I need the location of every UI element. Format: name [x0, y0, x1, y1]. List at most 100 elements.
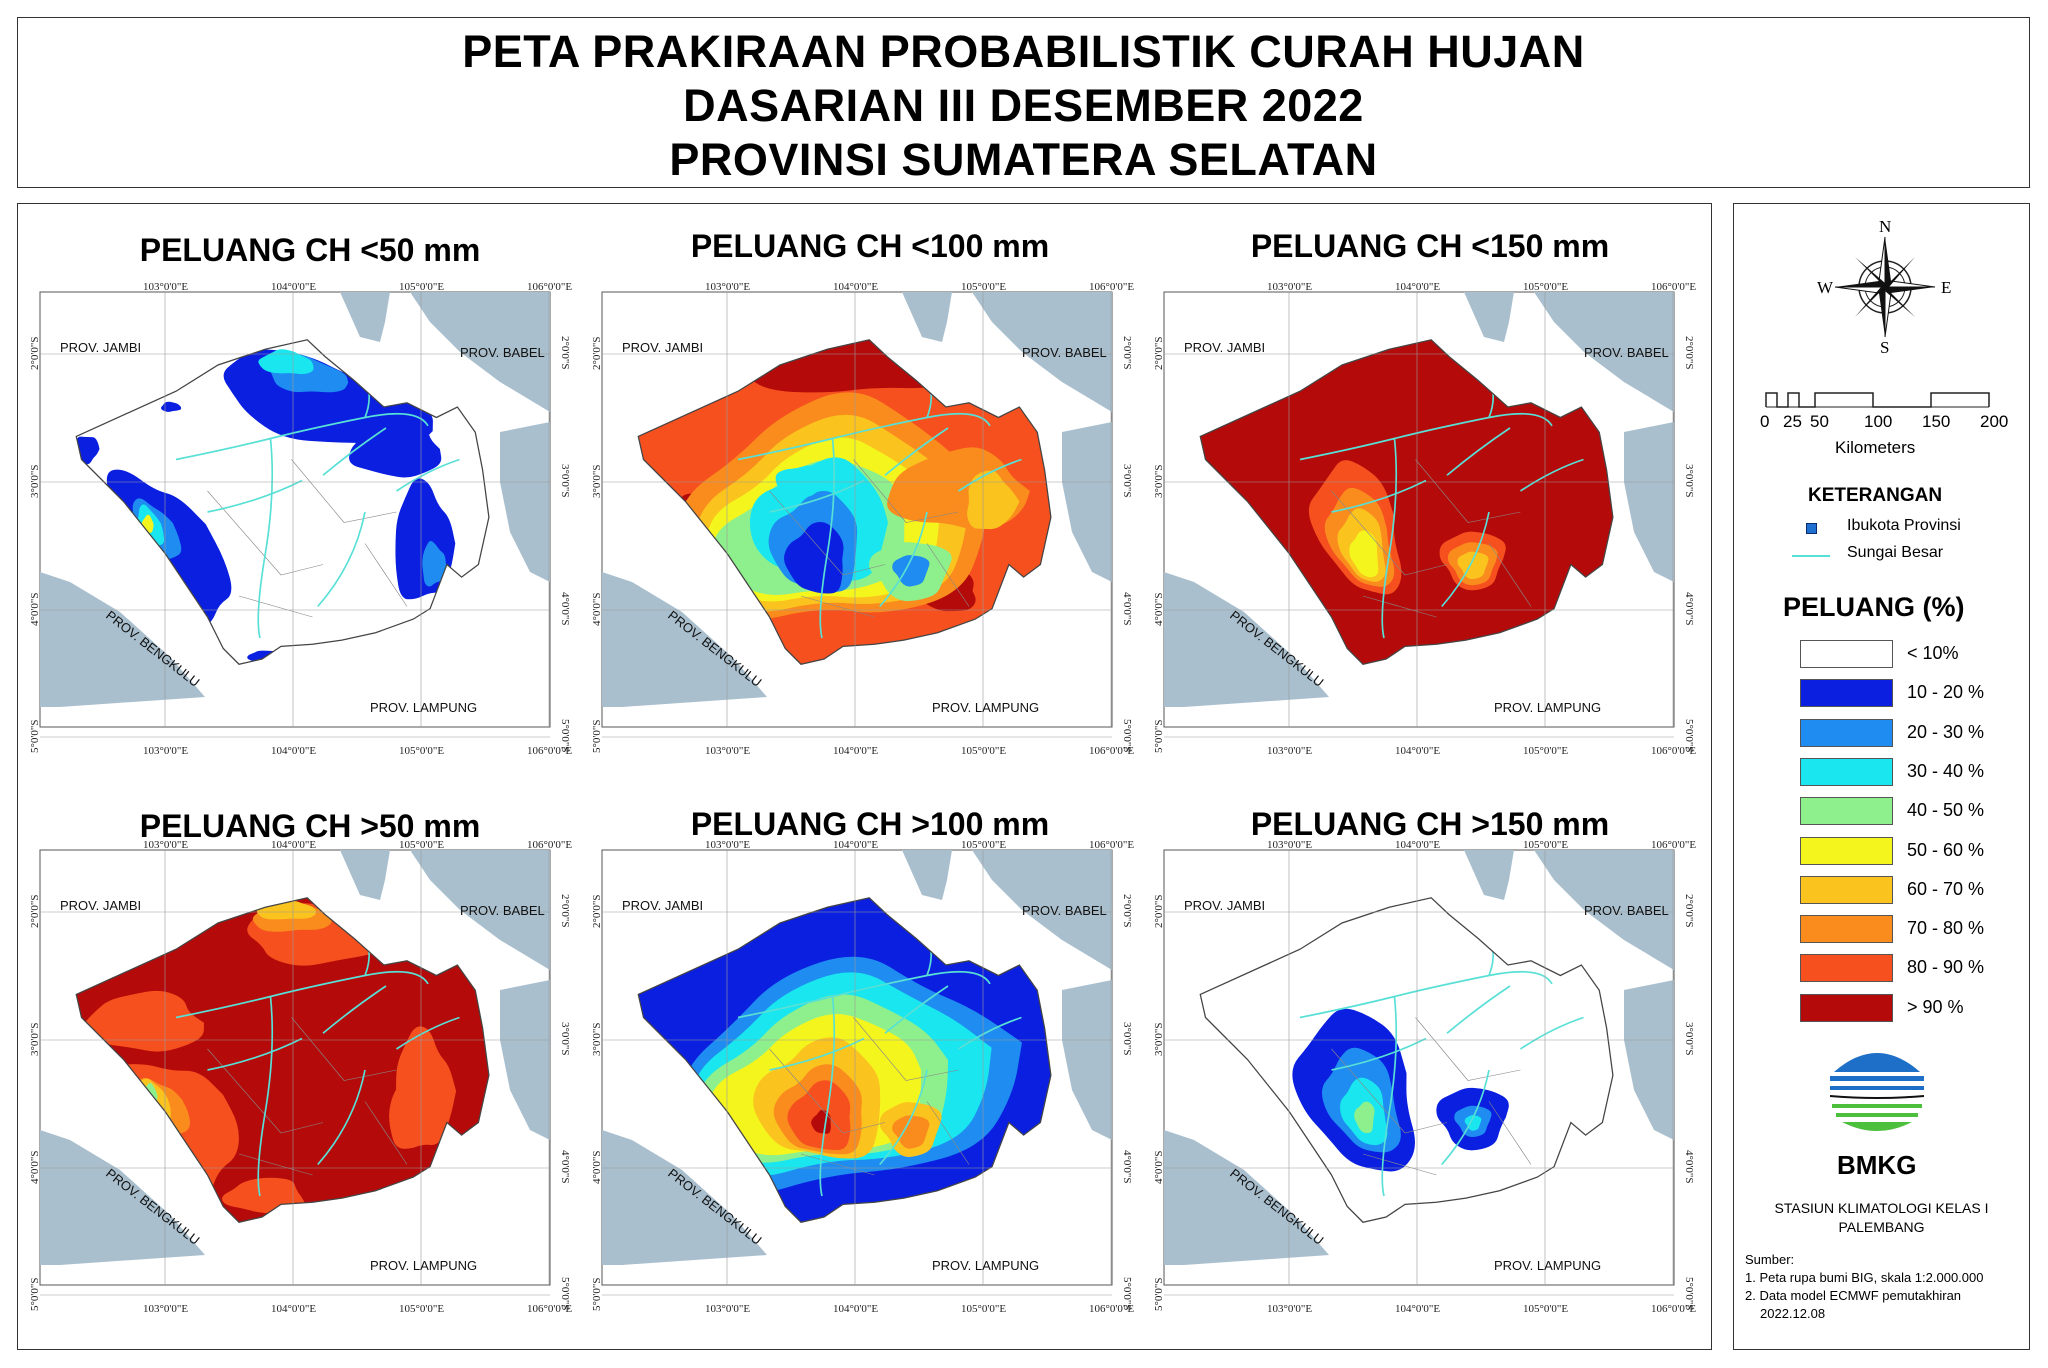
- legend-class-label: 40 - 50 %: [1907, 800, 1985, 821]
- compass-e: E: [1941, 278, 1951, 297]
- river-line: [1441, 1069, 1490, 1166]
- river-line: [884, 985, 949, 1034]
- legend-swatch: [1800, 915, 1893, 944]
- legend-class-label: 60 - 70 %: [1907, 878, 1985, 899]
- lat-tick-left: 5°0'0"S: [30, 720, 41, 754]
- sources-item-3: 2022.12.08: [1760, 1306, 1826, 1321]
- label-prov-babel: PROV. BABEL: [1022, 345, 1107, 360]
- lat-tick-right: 4°0'0"S: [559, 592, 571, 626]
- lat-tick-left: 2°0'0"S: [592, 337, 603, 371]
- label-prov-lampung: PROV. LAMPUNG: [370, 1258, 477, 1273]
- label-prov-lampung: PROV. LAMPUNG: [932, 1258, 1039, 1273]
- river-line: [879, 1069, 928, 1166]
- station-line-2: PALEMBANG: [1838, 1219, 1925, 1235]
- scale-tick-25: 25: [1783, 412, 1802, 431]
- river-line: [1446, 427, 1511, 476]
- river-line: [884, 427, 949, 476]
- map-panel-gt50: 103°0'0"E 103°0'0"E 104°0'0"E 104°0'0"E 105°…: [30, 840, 575, 1315]
- river-line: [396, 458, 460, 492]
- label-prov-babel: PROV. BABEL: [1584, 903, 1669, 918]
- legend-class-label: 20 - 30 %: [1907, 721, 1985, 742]
- lat-tick-right: 5°0'0"S: [559, 719, 571, 753]
- lon-tick-top: 103°0'0"E: [1267, 282, 1312, 293]
- lon-tick-top: 105°0'0"E: [1523, 282, 1568, 293]
- legend-class-label: 70 - 80 %: [1907, 918, 1985, 939]
- probability-zone: [389, 1068, 449, 1149]
- lon-tick-top: 104°0'0"E: [833, 282, 878, 293]
- sea-bangka-island: [972, 850, 1112, 970]
- probability-zone: [775, 465, 826, 497]
- lat-tick-left: 5°0'0"S: [592, 720, 603, 754]
- compass-s: S: [1880, 338, 1889, 355]
- legend-swatch: [1800, 954, 1893, 983]
- label-prov-jambi: PROV. JAMBI: [622, 340, 703, 355]
- lon-tick-bottom: 105°0'0"E: [961, 1303, 1006, 1315]
- scale-tick-50: 50: [1810, 412, 1829, 431]
- lat-tick-left: 4°0'0"S: [1154, 1151, 1165, 1185]
- peluang-heading: PELUANG (%): [1783, 592, 1965, 622]
- lat-tick-left: 3°0'0"S: [1154, 465, 1165, 499]
- title-line-1: PETA PRAKIRAAN PROBABILISTIK CURAH HUJAN: [462, 26, 1585, 77]
- lat-tick-right: 3°0'0"S: [1683, 1022, 1695, 1056]
- title-box: PETA PRAKIRAAN PROBABILISTIK CURAH HUJAN…: [17, 17, 2030, 188]
- sea-bangka-island: [1534, 850, 1674, 970]
- lat-tick-left: 2°0'0"S: [30, 895, 41, 929]
- sea-bangka-island: [1534, 292, 1674, 412]
- lat-tick-left: 3°0'0"S: [30, 465, 41, 499]
- lon-tick-bottom: 106°0'0"E: [1651, 745, 1696, 757]
- sources-item-1: 1. Peta rupa bumi BIG, skala 1:2.000.000: [1745, 1270, 1984, 1285]
- sea-java: [1624, 422, 1674, 582]
- scale-unit: Kilometers: [1835, 438, 1916, 457]
- lon-tick-top: 103°0'0"E: [143, 840, 188, 851]
- scale-tick-0: 0: [1760, 412, 1770, 431]
- lon-tick-bottom: 104°0'0"E: [833, 1303, 878, 1315]
- lon-tick-top: 106°0'0"E: [527, 840, 572, 851]
- river-line: [175, 970, 429, 1019]
- probability-zone: [892, 555, 930, 587]
- probability-zone: [349, 417, 442, 478]
- label-prov-babel: PROV. BABEL: [1584, 345, 1669, 360]
- lat-tick-right: 2°0'0"S: [1121, 336, 1133, 370]
- lon-tick-top: 105°0'0"E: [1523, 840, 1568, 851]
- probability-zone: [1457, 551, 1489, 580]
- panel-title-lt150: PELUANG CH <150 mm: [1250, 228, 1610, 264]
- legend-swatch: [1800, 875, 1893, 904]
- lon-tick-bottom: 106°0'0"E: [1089, 745, 1134, 757]
- lat-tick-right: 3°0'0"S: [559, 464, 571, 498]
- probability-zone: [422, 540, 447, 587]
- bmkg-name: BMKG: [1837, 1150, 1917, 1180]
- sea-bangka-island: [410, 292, 550, 412]
- sea-java: [500, 422, 550, 582]
- lat-tick-left: 3°0'0"S: [592, 465, 603, 499]
- label-prov-babel: PROV. BABEL: [460, 345, 545, 360]
- river-line: [396, 1016, 460, 1050]
- lon-tick-bottom: 106°0'0"E: [1089, 1303, 1134, 1315]
- compass-w: W: [1817, 278, 1834, 297]
- lat-tick-right: 3°0'0"S: [1683, 464, 1695, 498]
- sungai-label: Sungai Besar: [1847, 544, 1944, 561]
- probability-zone: [160, 401, 182, 412]
- province-outline: [637, 897, 1052, 1223]
- river-line: [737, 412, 991, 461]
- label-prov-jambi: PROV. JAMBI: [1184, 898, 1265, 913]
- lon-tick-bottom: 105°0'0"E: [961, 745, 1006, 757]
- lat-tick-right: 5°0'0"S: [1121, 719, 1133, 753]
- lon-tick-top: 105°0'0"E: [399, 840, 444, 851]
- lat-tick-right: 2°0'0"S: [1683, 894, 1695, 928]
- panel-title-gt50: PELUANG CH >50 mm: [139, 808, 481, 844]
- sea-java: [1062, 980, 1112, 1140]
- lat-tick-right: 2°0'0"S: [559, 336, 571, 370]
- sea-bangka-strait: [1464, 850, 1514, 900]
- lon-tick-top: 103°0'0"E: [705, 840, 750, 851]
- scale-bar: [1765, 392, 1990, 408]
- sea-bangka-strait: [1464, 292, 1514, 342]
- lon-tick-bottom: 103°0'0"E: [1267, 1303, 1312, 1315]
- lon-tick-top: 106°0'0"E: [1651, 840, 1696, 851]
- label-prov-lampung: PROV. LAMPUNG: [370, 700, 477, 715]
- lon-tick-bottom: 103°0'0"E: [1267, 745, 1312, 757]
- map-panel-gt150: 103°0'0"E 103°0'0"E 104°0'0"E 104°0'0"E 105°…: [1154, 840, 1699, 1315]
- lat-tick-left: 4°0'0"S: [30, 593, 41, 627]
- lon-tick-bottom: 105°0'0"E: [399, 1303, 444, 1315]
- river-line: [317, 1069, 366, 1166]
- lon-tick-top: 105°0'0"E: [961, 282, 1006, 293]
